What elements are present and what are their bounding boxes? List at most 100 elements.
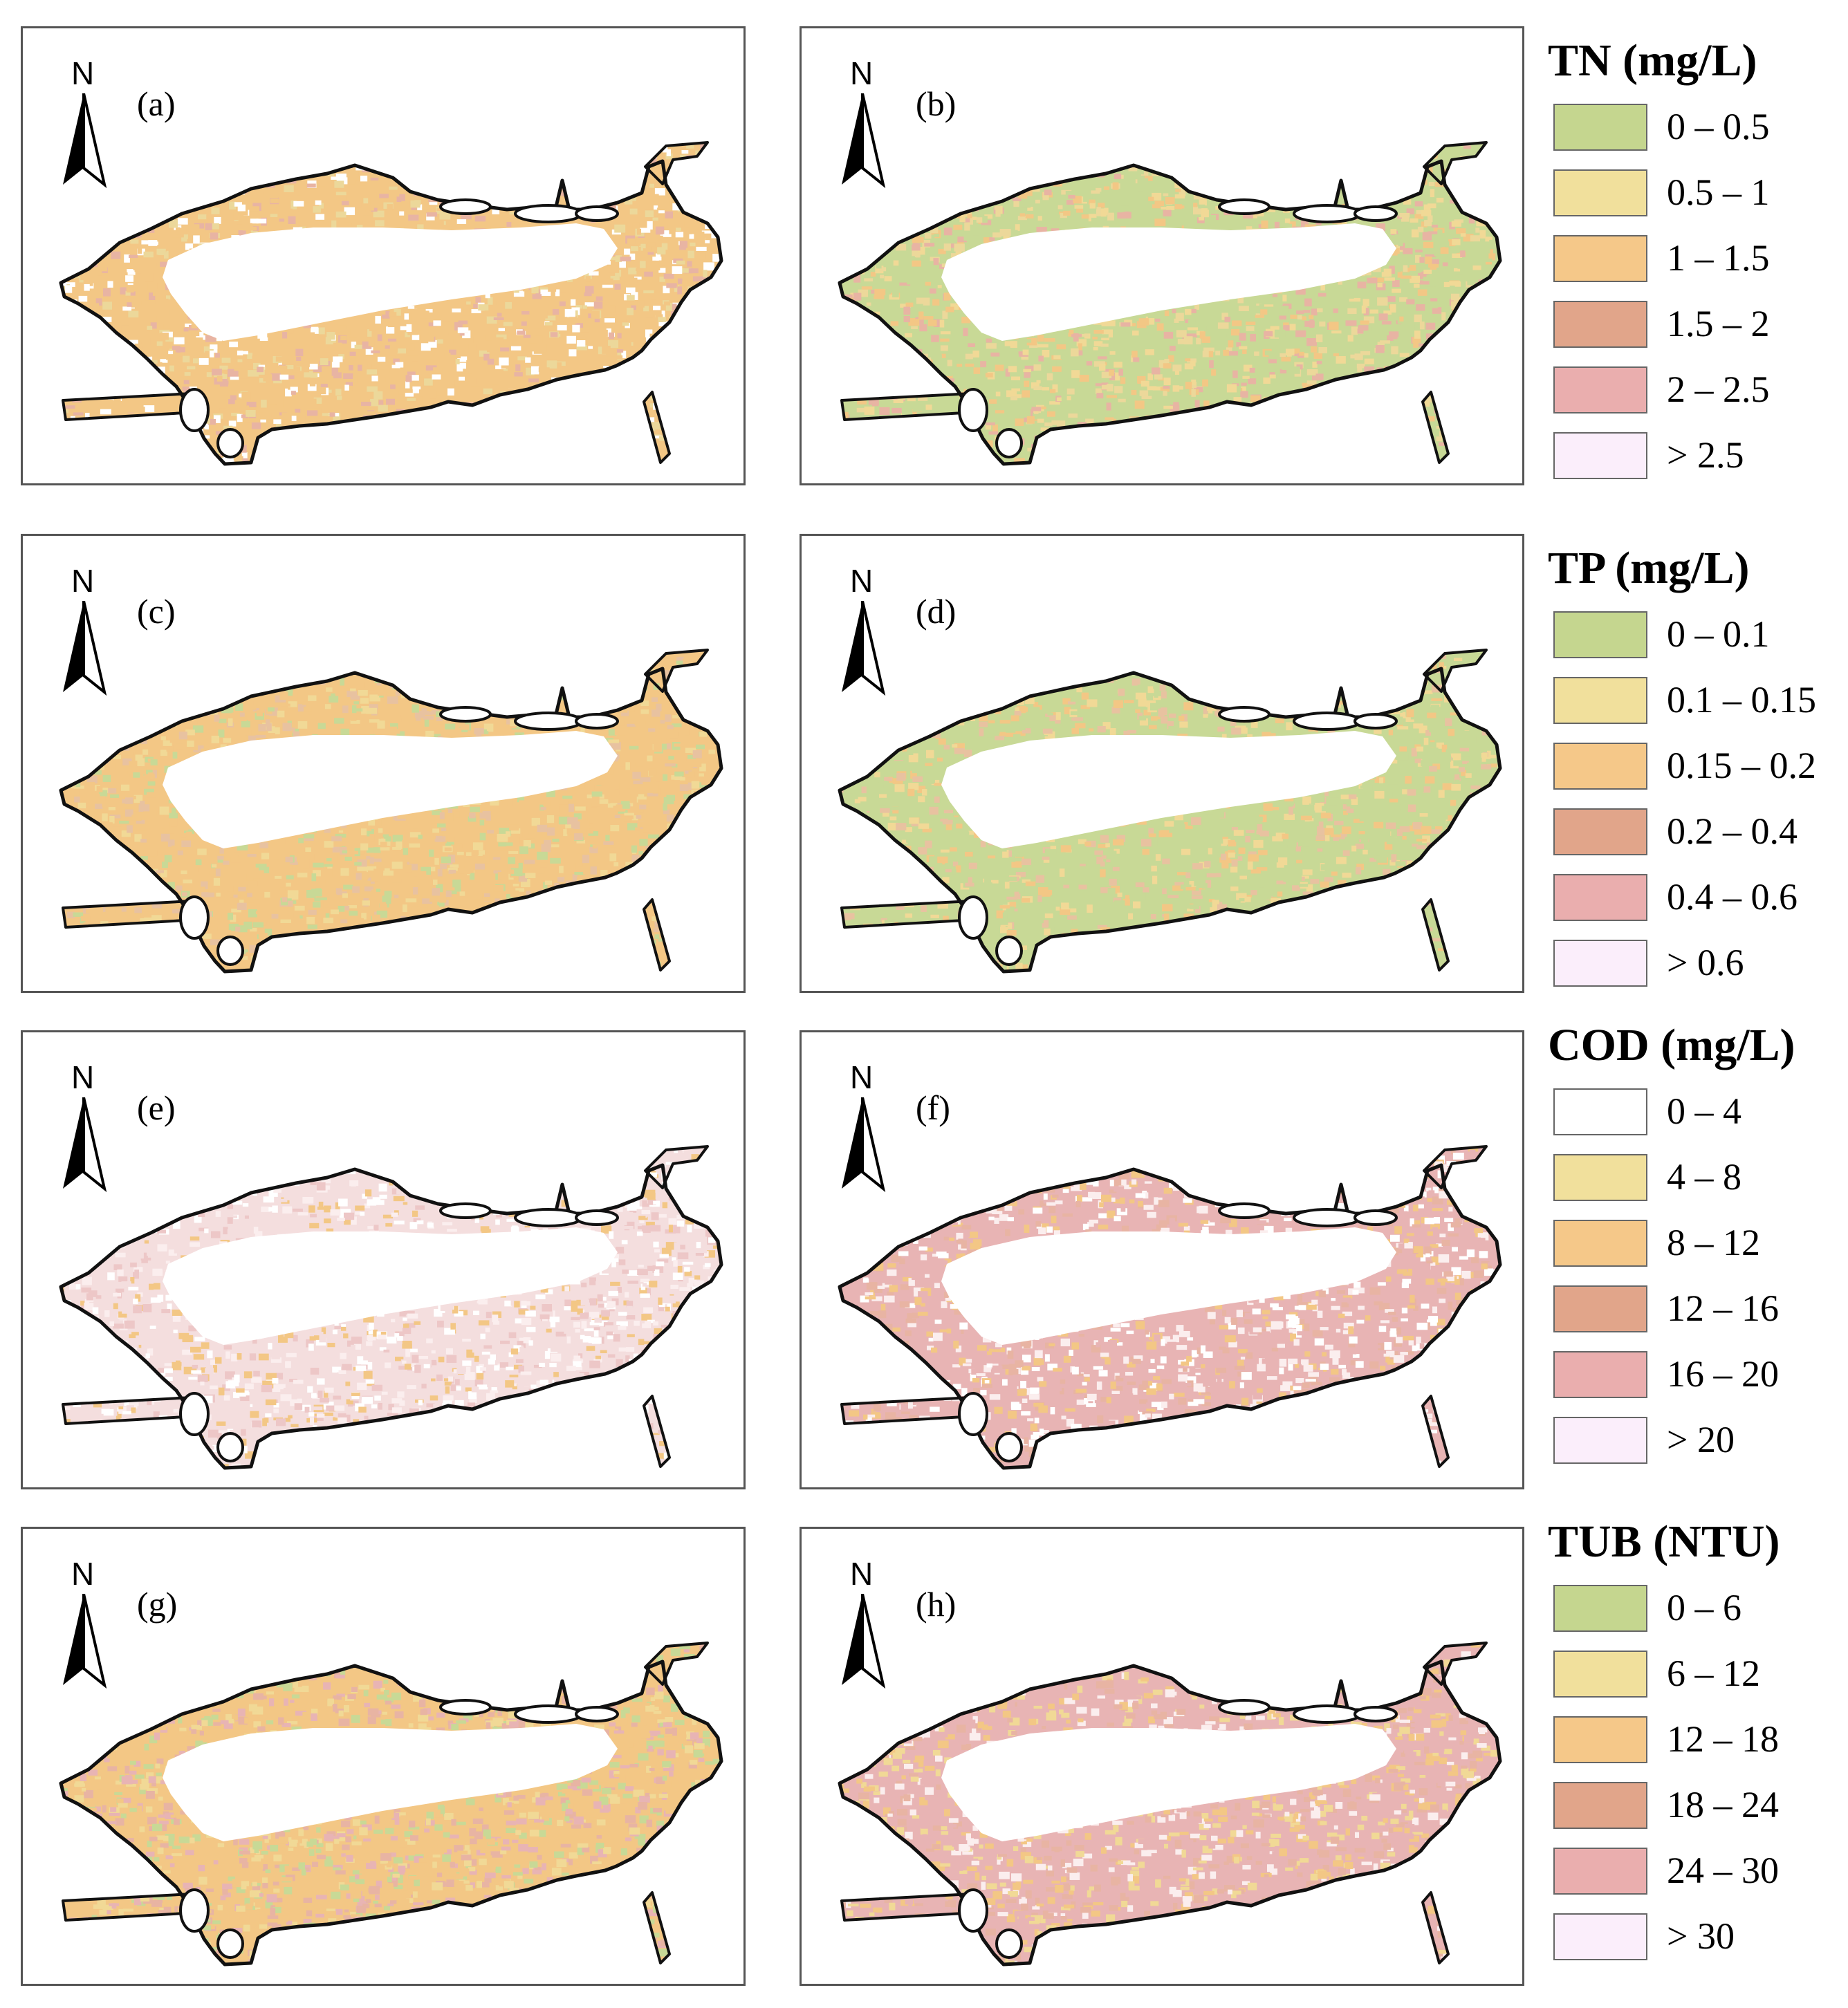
north-label: N [71, 1059, 94, 1096]
legend-title: TUB (NTU) [1548, 1507, 1845, 1577]
island-outline [439, 706, 492, 723]
legend-item-label: > 30 [1667, 1912, 1735, 1960]
island-outline [995, 1928, 1023, 1959]
island-outline [514, 712, 583, 731]
map-panel-d: N (d) [800, 534, 1524, 993]
north-label: N [850, 55, 873, 92]
legend-item: 0.2 – 0.4 [1548, 800, 1845, 866]
legend-item-label: > 2.5 [1667, 431, 1744, 479]
canal-outline [644, 1642, 709, 1686]
island-outline [179, 388, 210, 432]
north-label: N [71, 562, 94, 599]
north-arrow-icon [63, 1097, 107, 1193]
map-panel-c: N (c) [21, 534, 746, 993]
legend-item: 0 – 4 [1548, 1080, 1845, 1146]
legend-swatch [1553, 808, 1647, 855]
canal-outline [643, 391, 671, 464]
legend-item-label: 12 – 16 [1667, 1284, 1779, 1332]
north-arrow: N [50, 1059, 120, 1197]
legend-title: TP (mg/L) [1548, 534, 1845, 603]
island-outline [995, 428, 1023, 458]
legend-item-label: 0 – 4 [1667, 1087, 1741, 1135]
island-outline [995, 936, 1023, 966]
map-panel-h: N (h) [800, 1527, 1524, 1986]
island-outline [575, 205, 619, 222]
north-arrow-icon [63, 93, 107, 189]
island-outline [1218, 706, 1270, 723]
lake-map [838, 1145, 1502, 1470]
north-arrow-icon [842, 601, 886, 696]
north-arrow: N [829, 1059, 898, 1197]
legend-item: 24 – 30 [1548, 1839, 1845, 1905]
island-outline [1293, 1704, 1362, 1724]
legend-item-label: 0.1 – 0.15 [1667, 676, 1816, 724]
map-panel-b: N (b) [800, 26, 1524, 485]
panel-label: (b) [916, 84, 956, 124]
canal-outline [643, 1395, 671, 1468]
north-arrow-icon [63, 1594, 107, 1689]
legend-item-label: 0.4 – 0.6 [1667, 873, 1798, 921]
legend-item: 1 – 1.5 [1548, 227, 1845, 292]
legend-swatch [1553, 301, 1647, 348]
island-outline [216, 428, 244, 458]
lake-shoreline [838, 159, 1502, 466]
legend-swatch [1553, 1651, 1647, 1698]
legend-item: 2 – 2.5 [1548, 358, 1845, 424]
island-outline [439, 1699, 492, 1716]
legend-item: 1.5 – 2 [1548, 292, 1845, 358]
map-panel-f: N (f) [800, 1030, 1524, 1489]
legend-item: 18 – 24 [1548, 1774, 1845, 1839]
island-outline [216, 1432, 244, 1462]
canal-outline [644, 1145, 709, 1189]
lake-shoreline [59, 667, 723, 974]
legend-swatch [1553, 1585, 1647, 1632]
north-arrow: N [50, 562, 120, 700]
map-panel-g: N (g) [21, 1527, 746, 1986]
legend-swatch [1553, 611, 1647, 658]
panel-label: (a) [137, 84, 176, 124]
island-outline [216, 936, 244, 966]
legend-item-label: 1.5 – 2 [1667, 299, 1770, 348]
legend-item: > 20 [1548, 1409, 1845, 1474]
north-label: N [71, 55, 94, 92]
lake-map [59, 141, 723, 466]
legend-item-label: 0.2 – 0.4 [1667, 807, 1798, 855]
legend-item: > 30 [1548, 1905, 1845, 1971]
island-outline [179, 1392, 210, 1436]
legend-swatch [1553, 1716, 1647, 1763]
legend-item-label: 0 – 6 [1667, 1583, 1741, 1632]
island-outline [514, 1208, 583, 1227]
legend-tub: TUB (NTU) 0 – 6 6 – 12 12 – 18 18 – 24 24 – 3… [1548, 1507, 1845, 1971]
canal-outline [644, 141, 709, 185]
panel-label: (c) [137, 591, 176, 631]
legend-swatch [1553, 366, 1647, 413]
lake-map [838, 1642, 1502, 1967]
lake-shoreline [838, 1660, 1502, 1967]
legend-swatch [1553, 1913, 1647, 1960]
lake-shoreline [838, 667, 1502, 974]
island-outline [1293, 204, 1362, 223]
canal-outline [643, 1891, 671, 1964]
panel-label: (e) [137, 1088, 176, 1128]
legend-item-label: 0 – 0.1 [1667, 610, 1770, 658]
island-outline [1218, 198, 1270, 215]
lake-shoreline [59, 1163, 723, 1470]
lake-map [59, 649, 723, 974]
island-outline [514, 204, 583, 223]
lake-map [838, 141, 1502, 466]
legend-item: 6 – 12 [1548, 1642, 1845, 1708]
panel-label: (f) [916, 1088, 950, 1128]
legend-tn: TN (mg/L) 0 – 0.5 0.5 – 1 1 – 1.5 1.5 – 2 2 –… [1548, 26, 1845, 490]
legend-swatch [1553, 1782, 1647, 1829]
north-arrow: N [50, 55, 120, 193]
north-label: N [71, 1555, 94, 1592]
island-outline [179, 1888, 210, 1933]
canal-outline [1421, 898, 1450, 972]
lake-map [838, 649, 1502, 974]
legend-item: 0 – 6 [1548, 1577, 1845, 1642]
legend-swatch [1553, 874, 1647, 921]
legend-item-label: 16 – 20 [1667, 1350, 1779, 1398]
canal-outline [1421, 1395, 1450, 1468]
legend-item: 0 – 0.1 [1548, 603, 1845, 669]
